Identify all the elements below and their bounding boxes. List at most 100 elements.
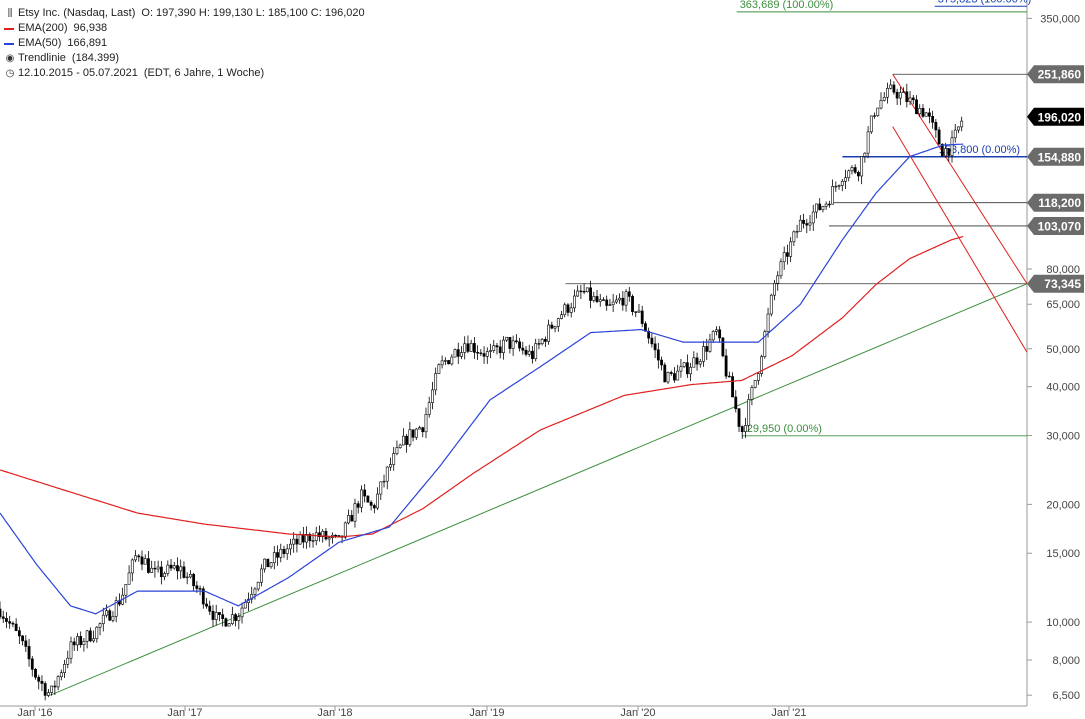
candle-body-down bbox=[947, 148, 951, 156]
candle bbox=[243, 599, 247, 609]
candle bbox=[689, 362, 693, 382]
candle-body-up bbox=[98, 623, 102, 628]
candle-body-up bbox=[437, 364, 441, 374]
candle bbox=[5, 612, 8, 629]
y-tick-label: 350,000 bbox=[1040, 13, 1080, 25]
candle-body-up bbox=[863, 152, 867, 157]
candle-body-up bbox=[92, 638, 95, 642]
candle-body-up bbox=[534, 343, 538, 360]
legend-ema50-row[interactable]: EMA(50) 166,891 bbox=[4, 36, 365, 51]
candle-body-up bbox=[918, 108, 922, 115]
candle-body-up bbox=[614, 299, 618, 303]
range-info: (EDT, 6 Jahre, 1 Woche) bbox=[143, 67, 265, 79]
candle-body-up bbox=[69, 641, 73, 659]
candle-body-down bbox=[137, 555, 141, 558]
price-tag-box bbox=[1027, 147, 1084, 166]
candle bbox=[744, 417, 747, 438]
candle bbox=[14, 618, 18, 632]
candle bbox=[908, 91, 912, 106]
candle bbox=[201, 586, 205, 609]
candle bbox=[392, 447, 396, 471]
y-tick-label: 8,000 bbox=[1052, 655, 1080, 667]
candle-body-down bbox=[892, 84, 896, 93]
candle-body-down bbox=[308, 534, 312, 541]
candle bbox=[518, 337, 521, 352]
candle bbox=[798, 215, 802, 232]
candle-body-down bbox=[895, 91, 899, 99]
candle bbox=[676, 364, 680, 381]
candle bbox=[266, 558, 270, 568]
candle-body-down bbox=[724, 355, 728, 377]
candle-body-up bbox=[230, 614, 234, 624]
candle-body-up bbox=[398, 444, 402, 448]
candle bbox=[308, 532, 312, 548]
candle-body-up bbox=[82, 640, 86, 645]
y-tick-label: 10,000 bbox=[1046, 617, 1080, 629]
price-tag: 103,070 bbox=[1027, 216, 1084, 235]
candle-body-down bbox=[405, 435, 409, 445]
candle-body-down bbox=[24, 640, 28, 647]
candle-body-up bbox=[285, 548, 289, 554]
y-tick-label: 30,000 bbox=[1046, 431, 1080, 443]
candle bbox=[414, 427, 418, 441]
candle-body-up bbox=[547, 324, 551, 342]
candle bbox=[795, 224, 799, 239]
candle bbox=[485, 347, 489, 364]
candle-body-down bbox=[621, 297, 625, 306]
candle-body-up bbox=[256, 581, 260, 590]
candle bbox=[224, 617, 228, 627]
legend-ema200-row[interactable]: EMA(200) 96,938 bbox=[4, 21, 365, 36]
candle bbox=[911, 94, 915, 105]
candle-body-up bbox=[569, 307, 573, 313]
candle bbox=[737, 408, 741, 433]
candle bbox=[227, 622, 231, 627]
candle-body-up bbox=[556, 318, 560, 327]
candle bbox=[653, 336, 657, 359]
candle bbox=[495, 342, 499, 355]
candle bbox=[182, 561, 186, 579]
candle-body-down bbox=[224, 618, 228, 627]
candle-body-down bbox=[640, 310, 644, 324]
candle-body-down bbox=[928, 112, 931, 117]
candle-body-up bbox=[240, 607, 244, 618]
candle-body-down bbox=[911, 97, 915, 101]
candle-body-up bbox=[227, 623, 231, 627]
candle bbox=[650, 333, 654, 348]
trendlines bbox=[50, 73, 1028, 696]
candle bbox=[108, 608, 112, 621]
candle-body-down bbox=[198, 588, 202, 590]
candle-body-down bbox=[718, 329, 722, 339]
candle bbox=[953, 123, 957, 143]
candle-body-up bbox=[808, 222, 812, 226]
candle bbox=[192, 572, 196, 592]
candle bbox=[663, 362, 667, 383]
candle-body-down bbox=[934, 122, 938, 131]
candle-body-down bbox=[721, 337, 725, 357]
fib-label: 375,823 (100.00%) bbox=[938, 0, 1032, 5]
candle bbox=[947, 148, 951, 162]
candle-body-up bbox=[321, 530, 325, 538]
candle-body-down bbox=[656, 349, 660, 361]
candle bbox=[476, 345, 480, 360]
candle-body-up bbox=[389, 464, 392, 468]
candle-body-up bbox=[76, 636, 79, 646]
candle-body-down bbox=[705, 346, 709, 352]
candle bbox=[247, 592, 250, 611]
candle bbox=[101, 607, 105, 632]
candle bbox=[492, 339, 496, 353]
candle-body-up bbox=[150, 567, 154, 573]
chart-legend: ⫼ Etsy Inc. (Nasdaq, Last) O: 197,390 H:… bbox=[4, 6, 365, 81]
candle-body-down bbox=[627, 291, 631, 297]
candle bbox=[776, 271, 780, 291]
candle-body-down bbox=[221, 614, 225, 619]
legend-trend-row[interactable]: ◉ Trendlinie (184.399) bbox=[4, 51, 365, 66]
candle bbox=[66, 650, 70, 669]
candle-body-up bbox=[179, 566, 183, 572]
candle bbox=[595, 289, 599, 304]
candle bbox=[634, 311, 638, 318]
candle bbox=[385, 466, 389, 490]
candle bbox=[608, 299, 612, 306]
candle-body-up bbox=[585, 287, 589, 293]
candle bbox=[140, 550, 144, 571]
